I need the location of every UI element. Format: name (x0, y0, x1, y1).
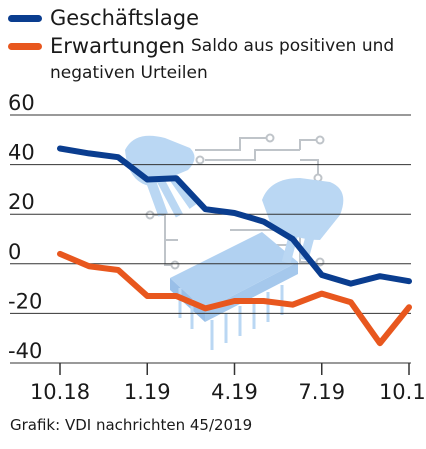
series-lines (57, 145, 412, 347)
x-tick-label: 1.19 (124, 380, 171, 404)
source-credit: Grafik: VDI nachrichten 45/2019 (10, 416, 253, 434)
legend-swatch-geschaeftslage (8, 14, 42, 22)
y-tick-label: 0 (8, 240, 21, 264)
legend-description: Saldo aus positiven und (191, 36, 395, 56)
x-tick-label: 4.19 (211, 380, 258, 404)
y-tick-label: 20 (8, 190, 35, 214)
legend-item-geschaeftslage: Geschäftslage (8, 4, 422, 32)
circuit-illustration (125, 133, 344, 350)
y-axis-ticks: 60 40 20 0 -20 -40 (8, 91, 42, 363)
y-tick-label: -20 (8, 289, 42, 313)
x-tick-label: 10.18 (30, 380, 90, 404)
legend-swatch-erwartungen (8, 42, 42, 50)
legend-description-continued: negativen Urteilen (50, 63, 208, 83)
series-line-geschaeftslage (57, 145, 412, 287)
legend-label-geschaeftslage: Geschäftslage (50, 6, 200, 30)
legend-item-erwartungen: Erwartungen Saldo aus positiven und (8, 32, 422, 60)
y-tick-label: 60 (8, 91, 35, 115)
x-tick-label: 7.19 (298, 380, 345, 404)
grid-lines (10, 114, 411, 364)
legend-label-erwartungen: Erwartungen (50, 34, 185, 58)
x-axis-ticks: 10.18 1.19 4.19 7.19 10.19 (30, 363, 426, 404)
y-tick-label: 40 (8, 141, 35, 165)
x-tick-label: 10.19 (379, 380, 426, 404)
series-line-erwartungen (57, 250, 412, 347)
y-tick-label: -40 (8, 339, 42, 363)
legend: Geschäftslage Erwartungen Saldo aus posi… (8, 4, 422, 86)
